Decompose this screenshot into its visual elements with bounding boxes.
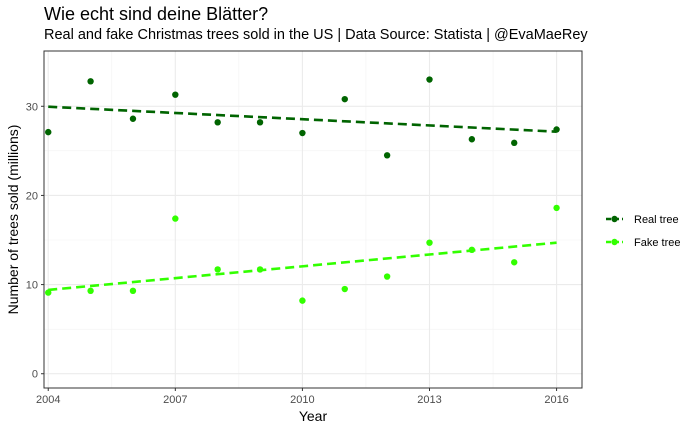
data-point-real (172, 91, 179, 98)
data-points (45, 76, 560, 304)
data-point-real (256, 119, 264, 126)
data-point-real (426, 76, 433, 83)
x-tick-label: 2007 (163, 394, 187, 406)
data-point-fake (341, 285, 348, 293)
x-axis-title: Year (299, 408, 328, 424)
chart-subtitle: Real and fake Christmas trees sold in th… (44, 27, 588, 43)
y-axis-ticks: 0 10 20 30 (26, 101, 44, 381)
data-point-fake (45, 289, 52, 296)
data-point-fake (426, 239, 433, 246)
data-point-real (299, 129, 306, 137)
y-tick-label: 0 (32, 369, 38, 381)
x-axis-ticks: 2004 2007 2010 2013 2016 (36, 388, 569, 406)
y-tick-label: 10 (26, 280, 38, 292)
data-point-fake (129, 287, 137, 295)
x-tick-label: 2016 (544, 394, 568, 406)
data-point-real (383, 152, 391, 159)
y-tick-label: 30 (26, 101, 38, 113)
grid (44, 51, 582, 388)
plot-panel (44, 51, 582, 388)
legend-label: Real tree (634, 214, 679, 226)
data-point-real (511, 139, 518, 147)
data-point-fake (87, 287, 94, 295)
plot-panel-border (43, 50, 583, 389)
chart-title: Wie echt sind deine Blätter? (44, 4, 269, 24)
legend-key-point (611, 215, 618, 223)
data-point-real (129, 115, 137, 122)
data-point-real (553, 126, 560, 133)
data-point-fake (299, 297, 306, 304)
y-axis-title: Number of trees sold (millions) (5, 125, 21, 315)
data-point-real (468, 136, 476, 143)
legend-label: Fake tree (634, 237, 680, 249)
data-point-fake (511, 259, 518, 266)
data-point-real (45, 128, 52, 136)
data-point-fake (172, 215, 179, 222)
y-tick-label: 20 (26, 190, 38, 202)
trend-line-real (48, 105, 557, 133)
legend-key-point (611, 238, 618, 246)
data-point-fake (468, 246, 476, 254)
data-point-fake (383, 273, 391, 280)
x-tick-label: 2004 (36, 394, 60, 406)
data-point-fake (553, 204, 560, 212)
data-point-real (214, 119, 221, 126)
x-tick-label: 2013 (417, 394, 441, 406)
legend: Real tree Fake tree (606, 214, 680, 249)
data-point-fake (256, 266, 264, 273)
x-tick-label: 2010 (290, 394, 314, 406)
data-point-real (341, 95, 348, 103)
data-point-fake (214, 266, 221, 273)
data-point-real (87, 78, 94, 85)
